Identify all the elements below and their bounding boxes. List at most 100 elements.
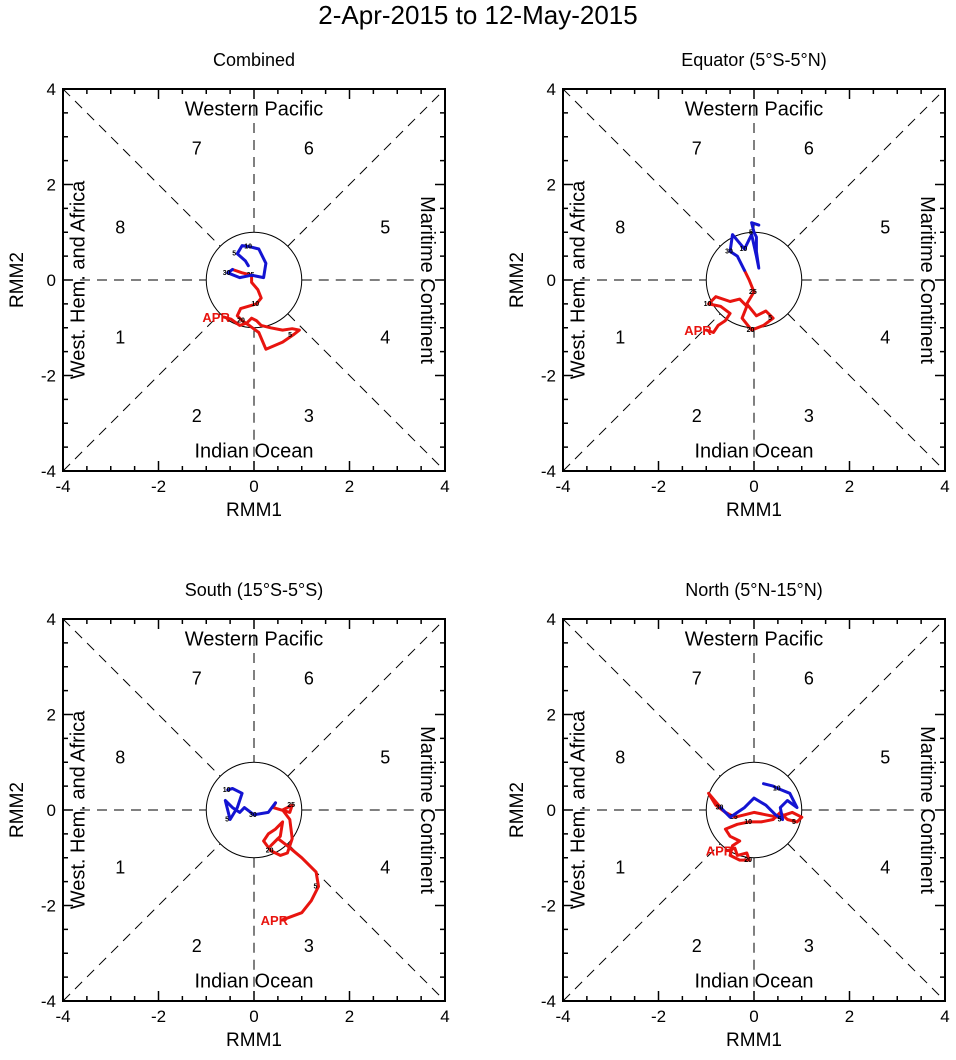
phase-panel-2: -4-4 -2 -2 0 0 2 2 4 4 RMM1 RMM2 Equator (5°S-5°N) W… [507,50,950,521]
region-label-top: Western Pacific [685,628,824,650]
phase-number-5: 5 [880,217,890,237]
x-tick-label: 4 [440,477,449,496]
y-tick-label: 4 [47,80,56,99]
day-label: 5 [313,883,317,890]
y-tick-label: -2 [541,897,556,916]
region-label-left: West. Hem. and Africa [567,710,589,909]
day-label: 5 [768,315,772,322]
phase-number-3: 3 [804,406,814,426]
region-label-left: West. Hem. and Africa [567,180,589,379]
phase-number-5: 5 [380,217,390,237]
phase-number-7: 7 [692,139,702,159]
day-label: 5 [792,819,796,826]
region-label-bottom: Indian Ocean [195,971,314,993]
phase-divider [287,88,446,247]
phase-number-1: 1 [615,857,625,877]
phase-number-3: 3 [304,406,314,426]
phase-number-2: 2 [192,406,202,426]
phase-number-1: 1 [615,327,625,347]
figure-title: 2-Apr-2015 to 12-May-2015 [318,0,638,30]
day-label: 10 [773,786,781,793]
series-line-april [707,791,804,862]
phase-divider [562,618,721,777]
day-label: 5 [778,817,782,824]
phase-number-4: 4 [380,327,390,347]
start-label: APR [684,323,712,338]
phase-number-8: 8 [115,747,125,767]
phase-number-5: 5 [880,747,890,767]
y-tick-label: 4 [547,610,556,629]
region-label-top: Western Pacific [185,98,324,120]
x-tick-label: 0 [749,1007,758,1026]
y-tick-label: -4 [41,462,56,481]
day-label: 25 [287,802,295,809]
y-tick-label: 2 [547,176,556,195]
panel-title: Equator (5°S-5°N) [681,50,826,70]
day-label: 20 [744,857,752,864]
day-label: 25 [730,814,738,821]
region-label-bottom: Indian Ocean [195,441,314,463]
x-tick-label: -2 [151,1007,166,1026]
y-tick-label: -2 [41,367,56,386]
phase-divider [787,843,946,1002]
x-tick-label: 4 [940,1007,949,1026]
phase-number-1: 1 [115,327,125,347]
x-tick-label: -2 [651,1007,666,1026]
phase-number-7: 7 [192,669,202,689]
phase-divider [62,618,221,777]
y-tick-label: 0 [47,801,56,820]
x-tick-label: 2 [845,477,854,496]
phase-number-2: 2 [692,936,702,956]
x-tick-label: 0 [249,477,258,496]
panel-title: North (5°N-15°N) [685,580,822,600]
x-axis-label: RMM1 [726,1030,782,1051]
day-label: 30 [223,270,231,277]
y-tick-label: 2 [547,706,556,725]
panel-title: Combined [213,50,295,70]
phase-number-3: 3 [804,936,814,956]
phase-number-7: 7 [192,139,202,159]
phase-divider [62,843,221,1002]
start-label: APR [706,844,734,859]
phase-divider [562,88,721,247]
x-tick-label: 2 [345,1007,354,1026]
y-tick-label: -4 [541,462,556,481]
x-tick-label: -4 [555,477,570,496]
amplitude-circle [205,761,303,859]
x-tick-label: -4 [55,477,70,496]
day-label: 10 [223,787,231,794]
x-axis-label: RMM1 [726,500,782,521]
x-tick-label: 0 [249,1007,258,1026]
x-tick-label: 0 [749,477,758,496]
phase-panel-3: -4-4 -2 -2 0 0 2 2 4 4 RMM1 RMM2 South (15°S-5°S) We… [7,580,450,1051]
day-label: 30 [249,812,257,819]
region-label-left: West. Hem. and Africa [67,710,89,909]
series-line-may [728,221,761,272]
x-axis-label: RMM1 [226,500,282,521]
y-tick-label: -4 [41,992,56,1011]
day-label: 10 [704,301,712,308]
phase-divider [787,88,946,247]
y-tick-label: 0 [47,271,56,290]
phase-number-3: 3 [304,936,314,956]
phase-divider [787,313,946,472]
phase-number-4: 4 [880,857,890,877]
day-label: 5 [288,332,292,339]
phase-number-5: 5 [380,747,390,767]
phase-number-6: 6 [304,139,314,159]
region-label-right: Maritime Continent [416,726,438,894]
phase-number-4: 4 [880,327,890,347]
day-label: 5 [749,229,753,236]
y-axis-label: RMM2 [507,782,528,838]
y-tick-label: -2 [541,367,556,386]
panel-title: South (15°S-5°S) [185,580,323,600]
series-line-april [262,801,320,922]
y-axis-label: RMM2 [7,252,28,308]
start-label: APR [202,310,230,325]
y-tick-label: 0 [547,801,556,820]
phase-number-8: 8 [615,747,625,767]
y-tick-label: -4 [541,992,556,1011]
region-label-bottom: Indian Ocean [695,971,814,993]
y-tick-label: -2 [41,897,56,916]
